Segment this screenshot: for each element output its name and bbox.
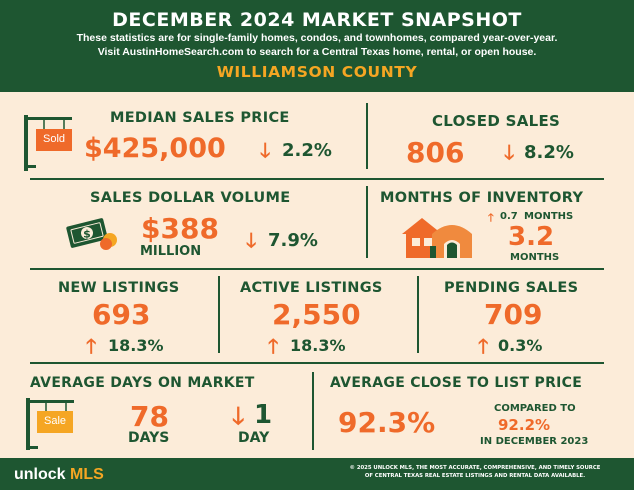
- divider-row-2: [30, 268, 604, 270]
- arrow-down-icon: 🡓: [260, 138, 271, 162]
- footer-bar: unlock MLS © 2025 UNLOCK MLS, THE MOST A…: [0, 458, 634, 490]
- months-of-inventory-change-unit: MONTHS: [524, 211, 574, 222]
- pending-sales-label: PENDING SALES: [444, 280, 579, 296]
- arrow-down-icon: 🡓: [232, 402, 245, 430]
- unlock-mls-logo: unlock MLS: [14, 466, 104, 484]
- average-days-on-market-unit: DAYS: [128, 430, 170, 446]
- compared-value: 92.2%: [498, 416, 551, 434]
- average-days-on-market-value: 78: [130, 400, 169, 433]
- sale-sign-icon: Sale: [22, 396, 82, 452]
- median-sales-price-label: MEDIAN SALES PRICE: [110, 110, 290, 126]
- median-sales-price-change: 2.2%: [282, 140, 332, 161]
- months-of-inventory-label: MONTHS OF INVENTORY: [380, 190, 584, 206]
- average-days-on-market-label: AVERAGE DAYS ON MARKET: [30, 375, 255, 391]
- sales-dollar-volume-change: 7.9%: [268, 230, 318, 251]
- subtitle-line-1: These statistics are for single-family h…: [76, 32, 558, 44]
- active-listings-value: 2,550: [272, 298, 361, 331]
- months-of-inventory-change: 0.7: [500, 211, 518, 222]
- copyright-line-1: © 2025 UNLOCK MLS, THE MOST ACCURATE, CO…: [349, 465, 601, 471]
- divider-row-1: [30, 178, 604, 180]
- arrow-down-icon: 🡓: [246, 228, 257, 252]
- active-listings-change: 18.3%: [290, 336, 346, 355]
- sales-dollar-volume-value: $388: [141, 212, 219, 245]
- divider-col-r3a: [218, 276, 220, 353]
- closed-sales-value: 806: [406, 136, 465, 169]
- arrow-up-icon: 🡑: [86, 334, 97, 358]
- compared-period: IN DECEMBER 2023: [480, 436, 589, 447]
- sold-sign-icon: Sold: [20, 113, 80, 173]
- active-listings-label: ACTIVE LISTINGS: [240, 280, 383, 296]
- divider-col-r2: [366, 186, 368, 258]
- compared-to-label: COMPARED TO: [494, 403, 576, 414]
- arrow-up-icon: 🡑: [488, 211, 494, 224]
- arrow-up-icon: 🡑: [268, 334, 279, 358]
- closed-sales-change: 8.2%: [524, 142, 574, 163]
- divider-row-3: [30, 362, 604, 364]
- average-days-on-market-change-unit: DAY: [238, 430, 270, 446]
- divider-col-r1: [366, 103, 368, 169]
- copyright-notice: © 2025 UNLOCK MLS, THE MOST ACCURATE, CO…: [330, 464, 620, 480]
- months-of-inventory-unit: MONTHS: [510, 252, 560, 263]
- new-listings-value: 693: [92, 298, 151, 331]
- pending-sales-value: 709: [484, 298, 543, 331]
- county-name: WILLIAMSON COUNTY: [216, 63, 418, 81]
- sold-sign-text: Sold: [42, 133, 66, 145]
- page-title: DECEMBER 2024 MARKET SNAPSHOT: [112, 9, 522, 31]
- svg-text:$: $: [83, 228, 91, 241]
- sales-dollar-volume-unit: MILLION: [140, 244, 202, 259]
- house-icon: [400, 214, 474, 260]
- closed-sales-label: CLOSED SALES: [432, 112, 561, 130]
- logo-main-text: unlock: [14, 466, 66, 483]
- pending-sales-change: 0.3%: [498, 336, 543, 355]
- header-banner: DECEMBER 2024 MARKET SNAPSHOT These stat…: [0, 0, 634, 92]
- copyright-line-2: OF CENTRAL TEXAS REAL ESTATE LISTINGS AN…: [364, 473, 586, 479]
- arrow-up-icon: 🡑: [478, 334, 489, 358]
- divider-col-r3b: [417, 276, 419, 353]
- months-of-inventory-value: 3.2: [508, 222, 555, 252]
- arrow-down-icon: 🡓: [504, 140, 515, 164]
- average-close-to-list-label: AVERAGE CLOSE TO LIST PRICE: [330, 375, 583, 391]
- subtitle-line-2: Visit AustinHomeSearch.com to search for…: [97, 46, 537, 58]
- average-close-to-list-value: 92.3%: [338, 406, 436, 439]
- average-days-on-market-change: 1: [254, 400, 273, 430]
- new-listings-label: NEW LISTINGS: [58, 280, 180, 296]
- logo-accent-text: MLS: [70, 466, 104, 483]
- divider-col-r4: [312, 372, 314, 450]
- sale-sign-text: Sale: [43, 415, 67, 427]
- money-icon: $: [66, 218, 120, 256]
- sales-dollar-volume-label: SALES DOLLAR VOLUME: [90, 190, 291, 206]
- new-listings-change: 18.3%: [108, 336, 164, 355]
- median-sales-price-value: $425,000: [84, 133, 226, 164]
